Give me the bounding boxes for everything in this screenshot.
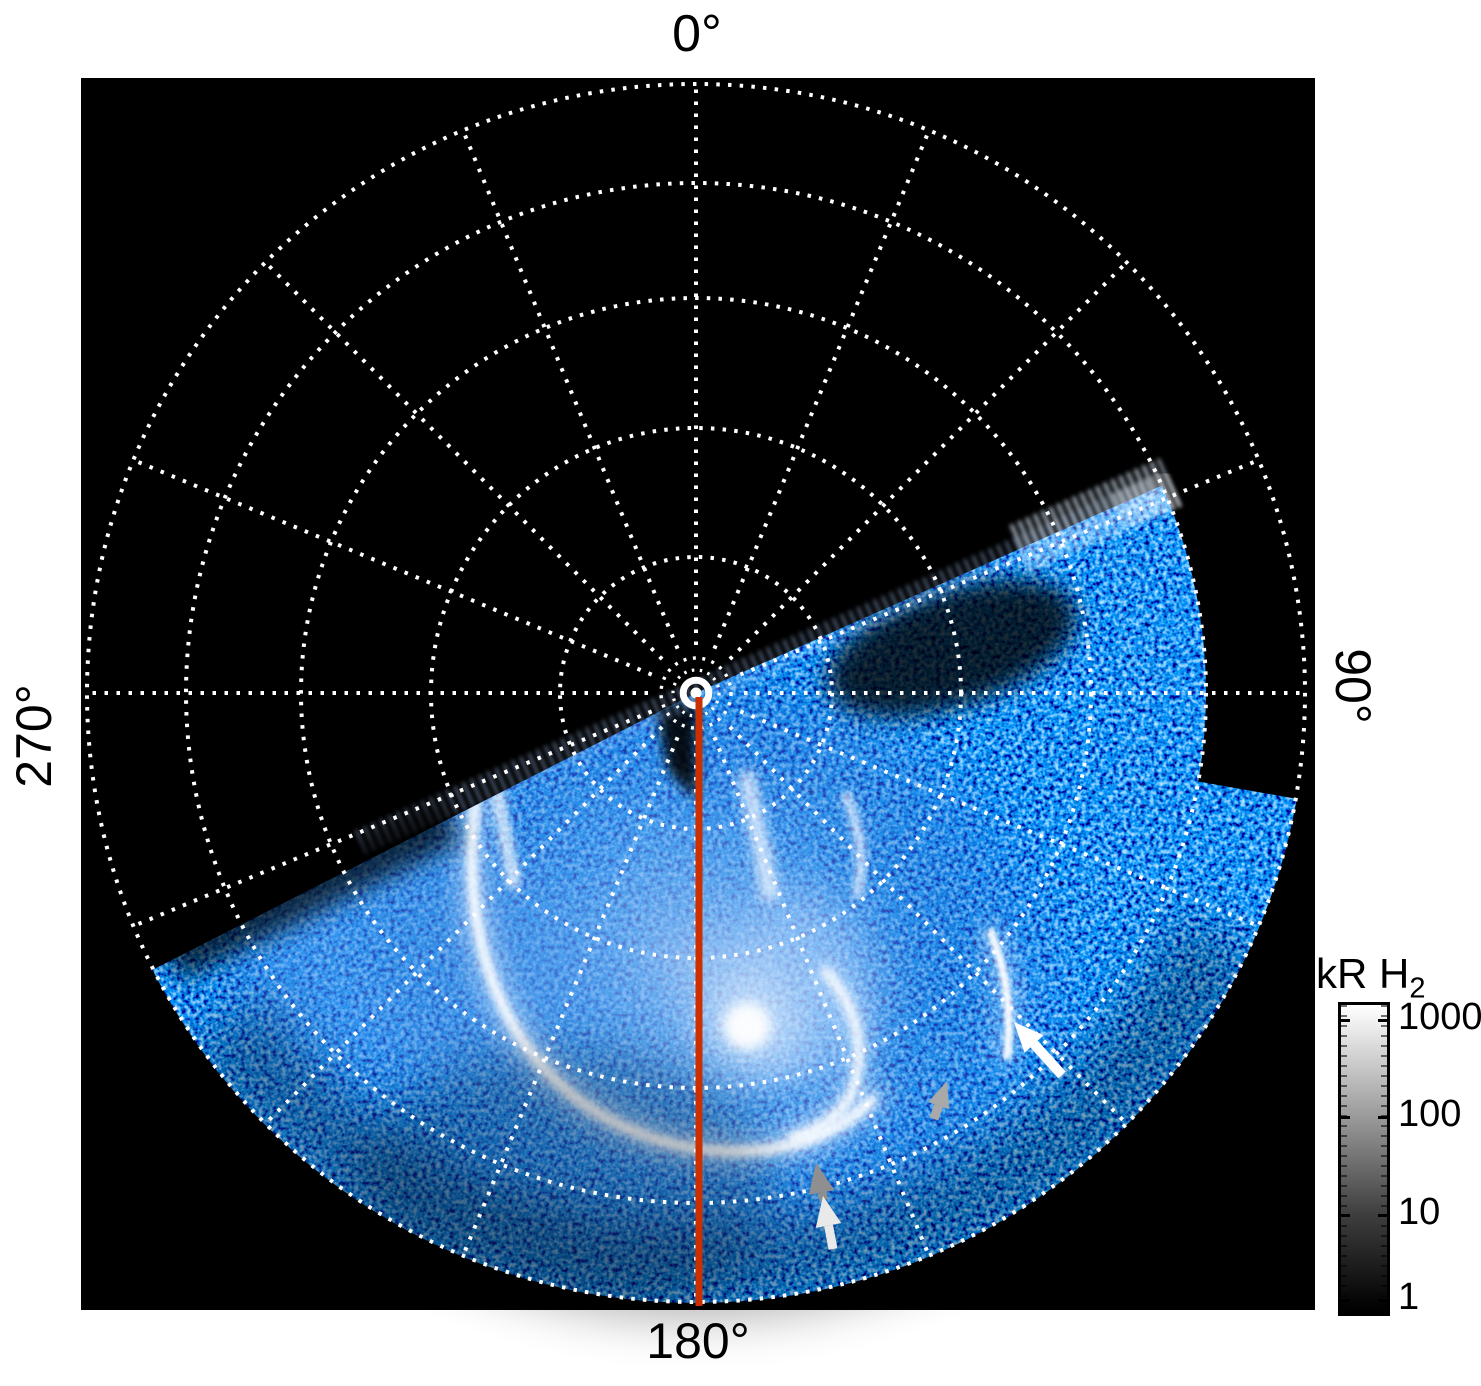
colorbar-title-main: kR H bbox=[1316, 950, 1410, 997]
colorbar-gradient bbox=[1338, 1002, 1390, 1316]
rim-vignette bbox=[183, 917, 1263, 1319]
annotation-arrows bbox=[808, 1022, 1066, 1250]
colorbar-minor-ticks-left bbox=[1341, 1005, 1347, 1313]
colorbar-tick-mark bbox=[1378, 1116, 1387, 1119]
colorbar-tick-mark bbox=[1378, 1019, 1387, 1022]
left-edge-fade bbox=[159, 799, 461, 981]
colorbar-tick-mark bbox=[1378, 1214, 1387, 1217]
colorbar-tick-mark bbox=[1378, 1299, 1387, 1302]
colorbar-tick-label-10: 10 bbox=[1398, 1191, 1441, 1233]
angle-label-90: 90° bbox=[1325, 648, 1381, 724]
colorbar-tick-label-100: 100 bbox=[1398, 1093, 1462, 1135]
colorbar-tick-mark bbox=[1341, 1299, 1350, 1302]
white-arrow-lower bbox=[815, 1196, 842, 1250]
colorbar-minor-ticks-right bbox=[1381, 1005, 1387, 1313]
white-arrow-upper-right bbox=[1014, 1022, 1066, 1079]
outer-boundary-circle bbox=[85, 82, 1307, 1304]
colorbar-tick-label-1000: 1000 bbox=[1398, 996, 1481, 1038]
colorbar-tick-mark bbox=[1341, 1214, 1350, 1217]
gray-arrow-middle bbox=[928, 1081, 949, 1121]
dark-notch bbox=[655, 700, 697, 800]
colorbar-title-subscript: 2 bbox=[1409, 972, 1426, 1005]
angle-label-0: 0° bbox=[672, 5, 722, 63]
colorbar-tick-mark bbox=[1341, 1116, 1350, 1119]
colorbar-tick-label-1: 1 bbox=[1398, 1276, 1420, 1318]
colorbar-title: kR H2 bbox=[1316, 950, 1425, 1005]
colorbar-tick-mark bbox=[1341, 1019, 1350, 1022]
angle-label-180: 180° bbox=[646, 1313, 750, 1369]
angle-label-270: 270° bbox=[6, 684, 62, 788]
